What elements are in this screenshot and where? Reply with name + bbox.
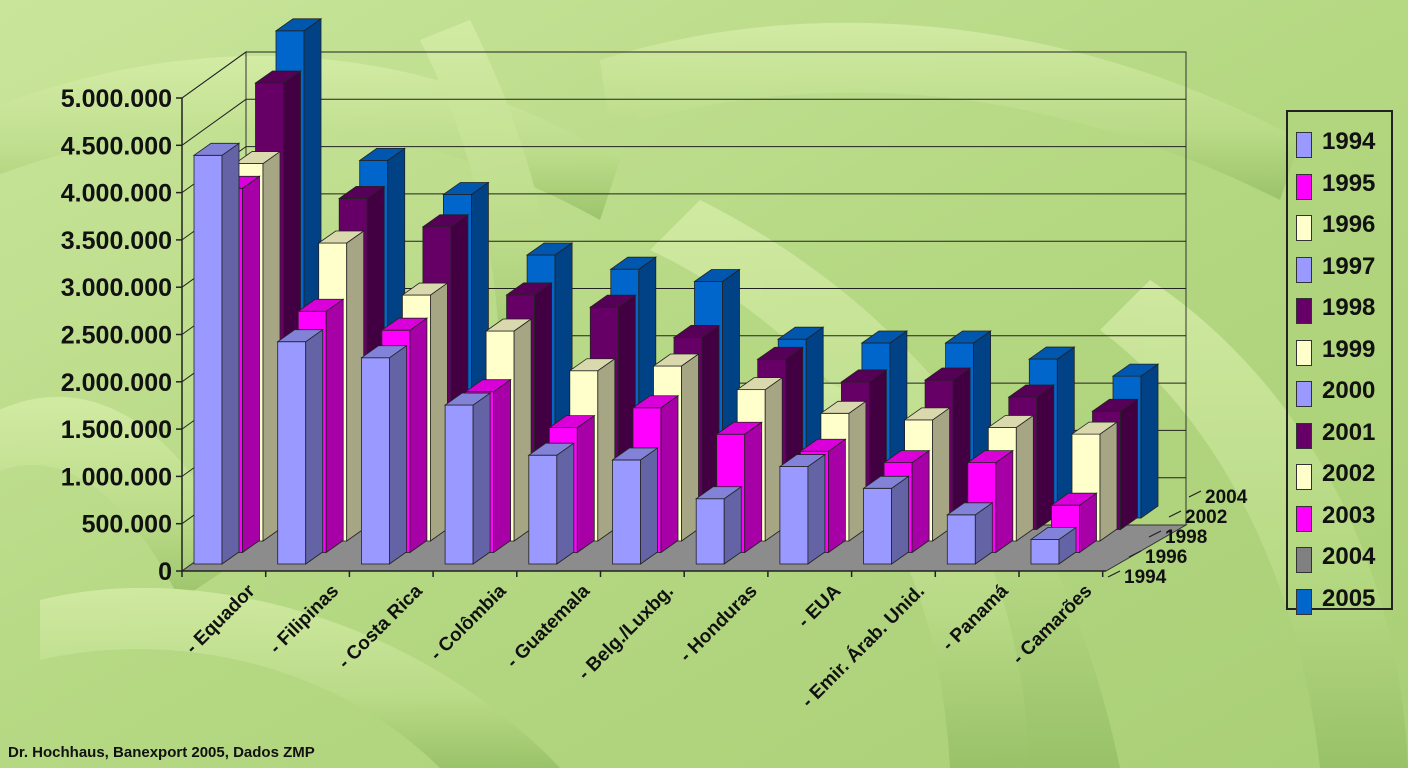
bar: [276, 328, 324, 565]
legend-swatch: [1296, 464, 1312, 490]
depth-tick: [1188, 490, 1202, 498]
legend-label: 1996: [1322, 211, 1376, 238]
y-tick-label: 3.500.000: [61, 227, 172, 255]
legend-swatch: [1296, 547, 1312, 573]
y-tick-label: 500.000: [82, 511, 172, 539]
bar: [192, 142, 241, 565]
x-category-label: - Camarões: [1008, 581, 1096, 669]
legend-swatch: [1296, 381, 1312, 407]
x-category-label: - Honduras: [676, 581, 762, 667]
source-credit: Dr. Hochhaus, Banexport 2005, Dados ZMP: [8, 744, 315, 761]
legend-label: 2000: [1322, 377, 1376, 404]
legend-swatch: [1296, 173, 1312, 200]
legend-label: 1999: [1322, 335, 1376, 363]
bars: [192, 18, 1160, 565]
gridline: [181, 98, 1186, 146]
x-category-label: - Filipinas: [266, 581, 344, 659]
legend-swatch: [1296, 132, 1312, 158]
legend-label: 2003: [1322, 501, 1376, 529]
legend-swatch: [1296, 298, 1312, 324]
y-tick-label: 1.500.000: [61, 416, 172, 444]
x-category-label: - Equador: [182, 580, 260, 658]
legend-swatch: [1296, 588, 1312, 615]
depth-tick: [1168, 510, 1182, 518]
y-tick-label: 2.000.000: [61, 369, 172, 397]
legend-swatch: [1296, 339, 1312, 366]
depth-label: 1998: [1165, 527, 1207, 548]
depth-label: 1994: [1124, 567, 1167, 588]
legend-label: 2002: [1322, 460, 1376, 487]
bar: [694, 485, 743, 565]
bar: [946, 502, 994, 565]
legend-swatch: [1296, 215, 1312, 241]
x-category-label: - Colômbia: [426, 580, 511, 665]
x-axis-category-labels: - Equador - Filipinas- Costa Rica - Colômb…: [182, 580, 1097, 712]
depth-tick: [1128, 550, 1142, 558]
bar: [1029, 526, 1078, 565]
x-category-label: - Panamá: [938, 580, 1013, 655]
y-tick-label: 4.500.000: [61, 132, 172, 160]
x-category-label: - EUA: [794, 580, 846, 632]
legend-label: 2001: [1322, 418, 1376, 446]
bar: [360, 345, 408, 565]
legend-label: 1995: [1322, 169, 1376, 197]
legend-label: 1994: [1322, 128, 1376, 155]
y-axis-tick-labels: 0 500.000 1.000.000 1.500.000 2.000.000 2.500…: [61, 85, 172, 586]
bar: [527, 442, 576, 565]
x-category-label: - Guatemala: [502, 580, 594, 672]
x-category-label: - Costa Rica: [334, 580, 427, 673]
y-tick-label: 5.000.000: [61, 85, 172, 113]
legend-label: 1998: [1322, 294, 1376, 321]
series-1994: [192, 142, 1078, 565]
bar: [611, 447, 659, 565]
bar: [862, 475, 910, 565]
legend-swatch: [1296, 505, 1312, 532]
gridline: [181, 51, 1186, 99]
y-tick-label: 4.000.000: [61, 180, 172, 208]
bar: [443, 392, 492, 565]
depth-label: 1996: [1145, 547, 1187, 568]
legend-label: 2004: [1322, 543, 1376, 570]
y-tick-label: 2.500.000: [61, 322, 172, 350]
legend: 1994 1995 1996 1997 1998 1999 2000 2001 2002 2003…: [1286, 110, 1393, 615]
depth-tick: [1107, 570, 1121, 578]
bar: [778, 453, 827, 565]
legend-swatch: [1296, 422, 1312, 449]
y-tick-label: 0: [158, 558, 172, 586]
y-tick-label: 3.000.000: [61, 274, 172, 302]
legend-label: 1997: [1322, 252, 1376, 280]
depth-tick: [1148, 530, 1162, 538]
y-tick-label: 1.000.000: [61, 463, 172, 491]
legend-swatch: [1296, 256, 1312, 283]
depth-label: 2002: [1185, 507, 1227, 528]
depth-label: 2004: [1205, 487, 1248, 508]
legend-label: 2005: [1322, 584, 1376, 612]
